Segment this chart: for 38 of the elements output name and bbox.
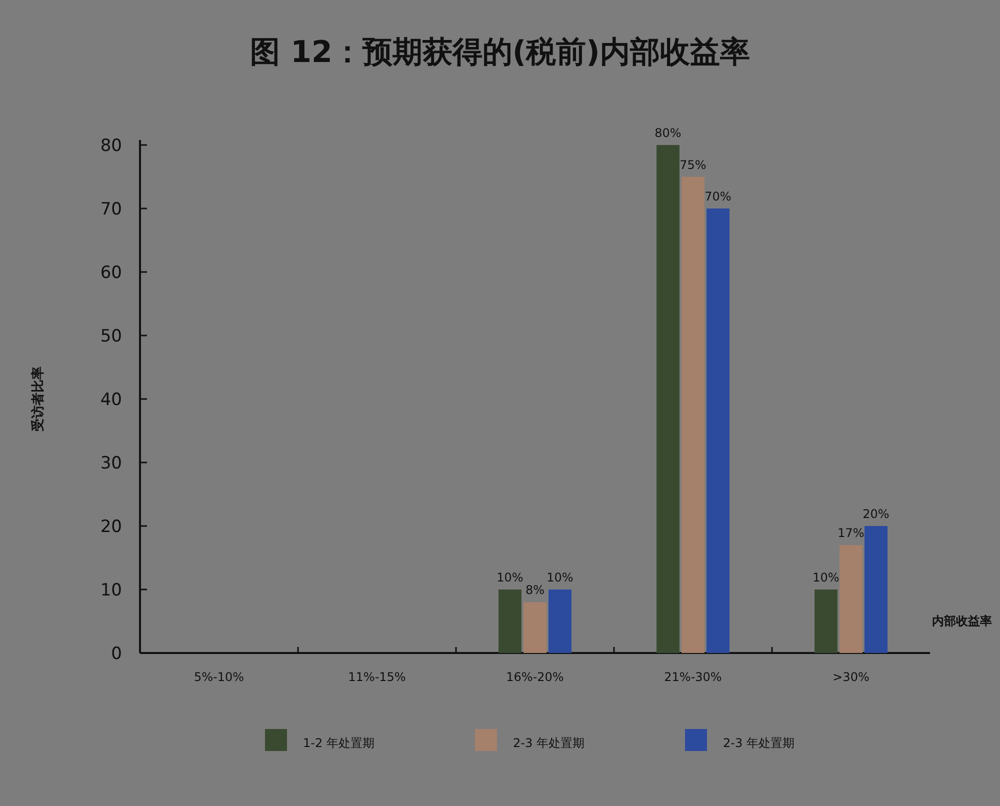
x-axis-title: 内部收益率 xyxy=(932,614,992,628)
data-label: 80% xyxy=(654,126,682,140)
data-label: 10% xyxy=(496,570,524,584)
legend-label: 1-2 年处置期 xyxy=(303,736,374,750)
y-tick-label: 30 xyxy=(100,454,122,474)
legend-label: 2-3 年处置期 xyxy=(723,736,794,750)
data-label: 17% xyxy=(838,526,864,540)
y-axis-title: 受访者比率 xyxy=(30,366,46,432)
x-tick-label: >30% xyxy=(832,670,870,684)
y-tick-label: 80 xyxy=(100,136,122,156)
data-label: 8% xyxy=(525,583,545,598)
data-label: 10% xyxy=(812,570,840,584)
x-tick-label: 11%-15% xyxy=(348,670,406,684)
bar xyxy=(524,602,546,653)
y-tick-label: 10 xyxy=(100,580,122,600)
data-label: 75% xyxy=(680,158,706,172)
bar xyxy=(656,145,680,653)
chart-title: 图 12：预期获得的(税前)内部收益率 xyxy=(250,35,750,70)
bar xyxy=(840,545,862,653)
y-tick-label: 40 xyxy=(100,390,122,410)
bar xyxy=(706,208,730,653)
bar xyxy=(498,590,522,653)
bar xyxy=(814,590,838,653)
y-tick-label: 50 xyxy=(100,326,122,346)
y-tick-label: 60 xyxy=(100,263,122,283)
data-label: 70% xyxy=(704,190,732,204)
bar xyxy=(682,176,704,653)
data-label: 20% xyxy=(862,507,890,521)
y-tick-label: 70 xyxy=(100,200,122,220)
legend-label: 2-3 年处置期 xyxy=(513,736,584,750)
y-tick-label: 20 xyxy=(100,517,122,537)
x-tick-label: 21%-30% xyxy=(664,670,722,684)
bar xyxy=(548,590,572,653)
y-tick-label: 0 xyxy=(111,644,122,664)
x-tick-label: 5%-10% xyxy=(194,670,244,684)
bar xyxy=(864,526,888,653)
data-label: 10% xyxy=(546,570,574,584)
x-tick-label: 16%-20% xyxy=(506,670,564,684)
